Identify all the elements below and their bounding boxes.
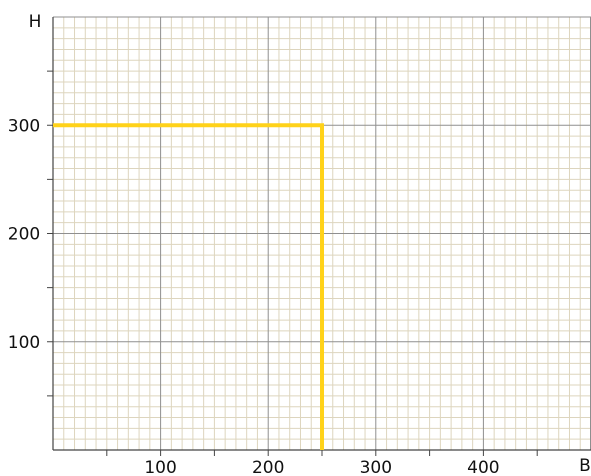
y-tick-label: 300 xyxy=(8,116,40,136)
series-line xyxy=(53,123,324,450)
x-tick-label: 400 xyxy=(467,458,499,476)
y-tick-label: 200 xyxy=(8,225,40,245)
y-tick-label: 100 xyxy=(8,333,40,353)
x-tick-label: 100 xyxy=(144,458,176,476)
y-axis-label: H xyxy=(29,12,42,32)
x-tick-label: 200 xyxy=(252,458,284,476)
series-layer xyxy=(53,123,324,450)
x-tick-label: 300 xyxy=(360,458,392,476)
x-axis-label: B xyxy=(579,456,591,476)
labels: H B 100 200 300 400 100 200 300 xyxy=(8,12,591,476)
